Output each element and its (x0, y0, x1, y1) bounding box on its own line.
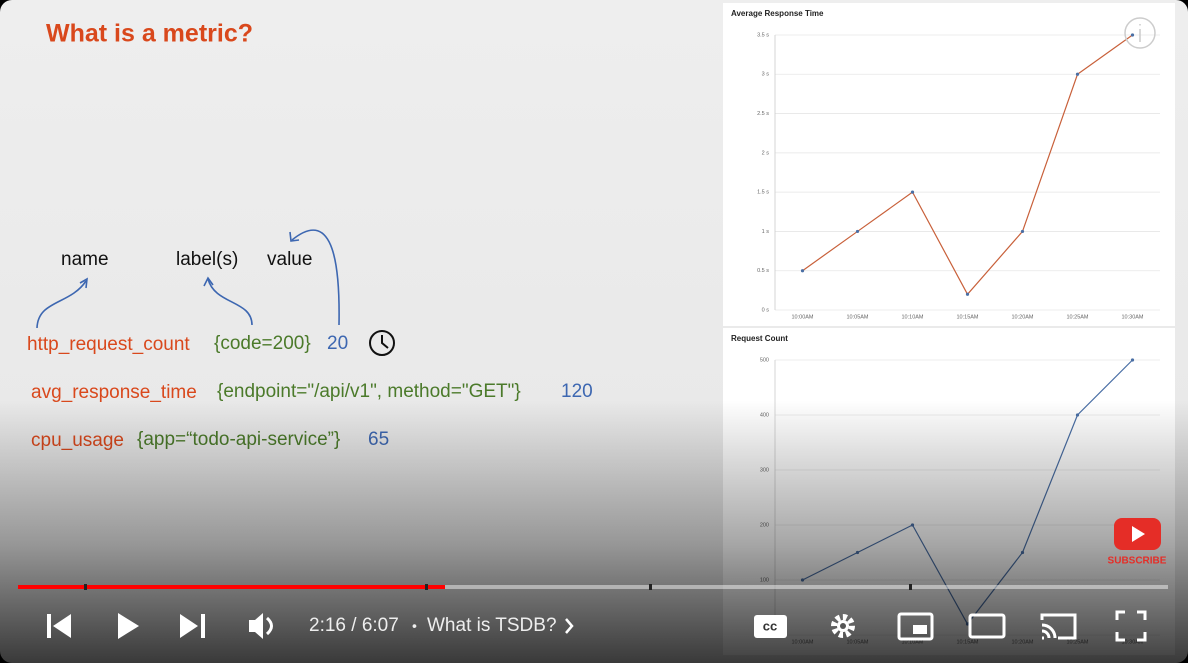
clock-icon (369, 330, 395, 356)
data-point (1075, 72, 1080, 76)
next-button[interactable] (180, 614, 205, 638)
arrows (36, 229, 340, 329)
data-point (965, 292, 970, 296)
theater-button[interactable] (968, 613, 1006, 639)
y-tick-label: 3.5 s (757, 32, 769, 38)
data-point (1130, 33, 1135, 37)
subscribe-icon (1132, 526, 1145, 542)
info-icon (1124, 17, 1156, 49)
progress-bar[interactable] (18, 584, 1168, 590)
chapter-gap (84, 584, 87, 590)
data-point (1130, 358, 1135, 362)
chapter-gap (649, 584, 652, 590)
x-tick-label: 10:05AM (846, 314, 868, 320)
data-point (855, 229, 860, 234)
annotation: value (267, 249, 312, 270)
metric-value: 20 (327, 333, 348, 354)
data-point (800, 269, 805, 273)
volume-button[interactable] (249, 613, 273, 639)
progress-track[interactable] (18, 585, 1168, 589)
y-tick-label: 2 s (762, 150, 770, 156)
chart-title: Average Response Time (731, 9, 824, 18)
progress-played (18, 585, 445, 589)
chapter-title[interactable]: What is TSDB? (427, 615, 557, 636)
annotation: name (61, 249, 109, 270)
chart-title: Request Count (731, 334, 788, 343)
chapter-chevron[interactable] (565, 618, 574, 634)
settings-button[interactable] (831, 614, 855, 638)
x-tick-label: 10:10AM (901, 314, 923, 320)
metric-value: 120 (561, 381, 593, 402)
data-point (910, 190, 915, 194)
fullscreen-button[interactable] (1115, 610, 1147, 642)
miniplayer-button[interactable] (897, 612, 934, 641)
metric-name: avg_response_time (31, 382, 197, 403)
metric-name: http_request_count (27, 334, 190, 355)
metric-labels: {code=200} (214, 333, 311, 354)
y-tick-label: 500 (760, 357, 769, 363)
subscribe-label[interactable]: SUBSCRIBE (1108, 556, 1167, 567)
control-shade (0, 400, 1188, 663)
chapter-gap (425, 584, 428, 590)
metric-labels: {endpoint="/api/v1", method="GET"} (217, 381, 521, 402)
y-tick-label: 1 s (762, 229, 770, 235)
x-tick-label: 10:30AM (1121, 314, 1143, 320)
y-tick-label: 0.5 s (757, 268, 769, 274)
data-point (1020, 229, 1025, 234)
cast-button[interactable] (1040, 613, 1077, 640)
y-tick-label: 1.5 s (757, 190, 769, 196)
x-tick-label: 10:15AM (956, 314, 978, 320)
x-tick-label: 10:20AM (1011, 314, 1033, 320)
svg-text:cc: cc (763, 618, 777, 633)
y-tick-label: 0 s (762, 307, 770, 313)
separator: • (412, 618, 417, 634)
slide-title: What is a metric? (46, 20, 253, 48)
captions-button[interactable]: cc (754, 615, 787, 638)
chapter-gap (909, 584, 912, 590)
x-tick-label: 10:25AM (1066, 314, 1088, 320)
annotation: label(s) (176, 249, 238, 270)
previous-button[interactable] (47, 614, 71, 638)
x-tick-label: 10:00AM (791, 314, 813, 320)
play-button[interactable] (118, 613, 139, 639)
chart-panel (723, 3, 1175, 326)
time-display: 2:16 / 6:07 (309, 615, 399, 636)
y-tick-label: 2.5 s (757, 111, 769, 117)
y-tick-label: 3 s (762, 72, 770, 78)
